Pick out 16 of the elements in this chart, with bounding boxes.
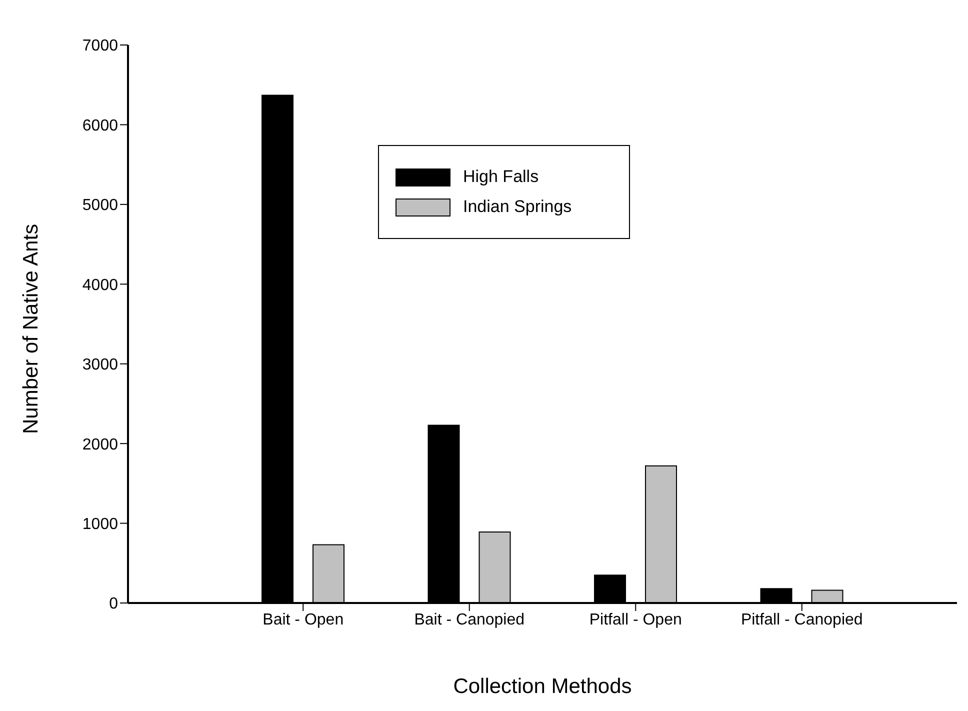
y-tick-label: 4000 bbox=[82, 276, 118, 294]
x-tick-label: Pitfall - Open bbox=[589, 611, 682, 628]
y-tick-label: 7000 bbox=[82, 38, 118, 55]
y-tick-label: 6000 bbox=[82, 117, 118, 134]
y-tick-label: 0 bbox=[109, 596, 118, 613]
y-tick-label: 1000 bbox=[82, 516, 118, 533]
y-tick-label: 5000 bbox=[82, 197, 118, 214]
x-tick-label: Bait - Canopied bbox=[414, 611, 525, 628]
x-tick-label: Bait - Open bbox=[262, 611, 344, 628]
y-tick-label: 2000 bbox=[82, 436, 118, 454]
x-axis-title: Collection Methods bbox=[453, 675, 632, 698]
legend-label: High Falls bbox=[463, 166, 539, 188]
legend-label: Indian Springs bbox=[463, 196, 572, 218]
y-axis-title: Number of Native Ants bbox=[19, 224, 42, 434]
x-tick-label: Pitfall - Canopied bbox=[740, 611, 863, 628]
y-tick-label: 3000 bbox=[82, 356, 118, 374]
